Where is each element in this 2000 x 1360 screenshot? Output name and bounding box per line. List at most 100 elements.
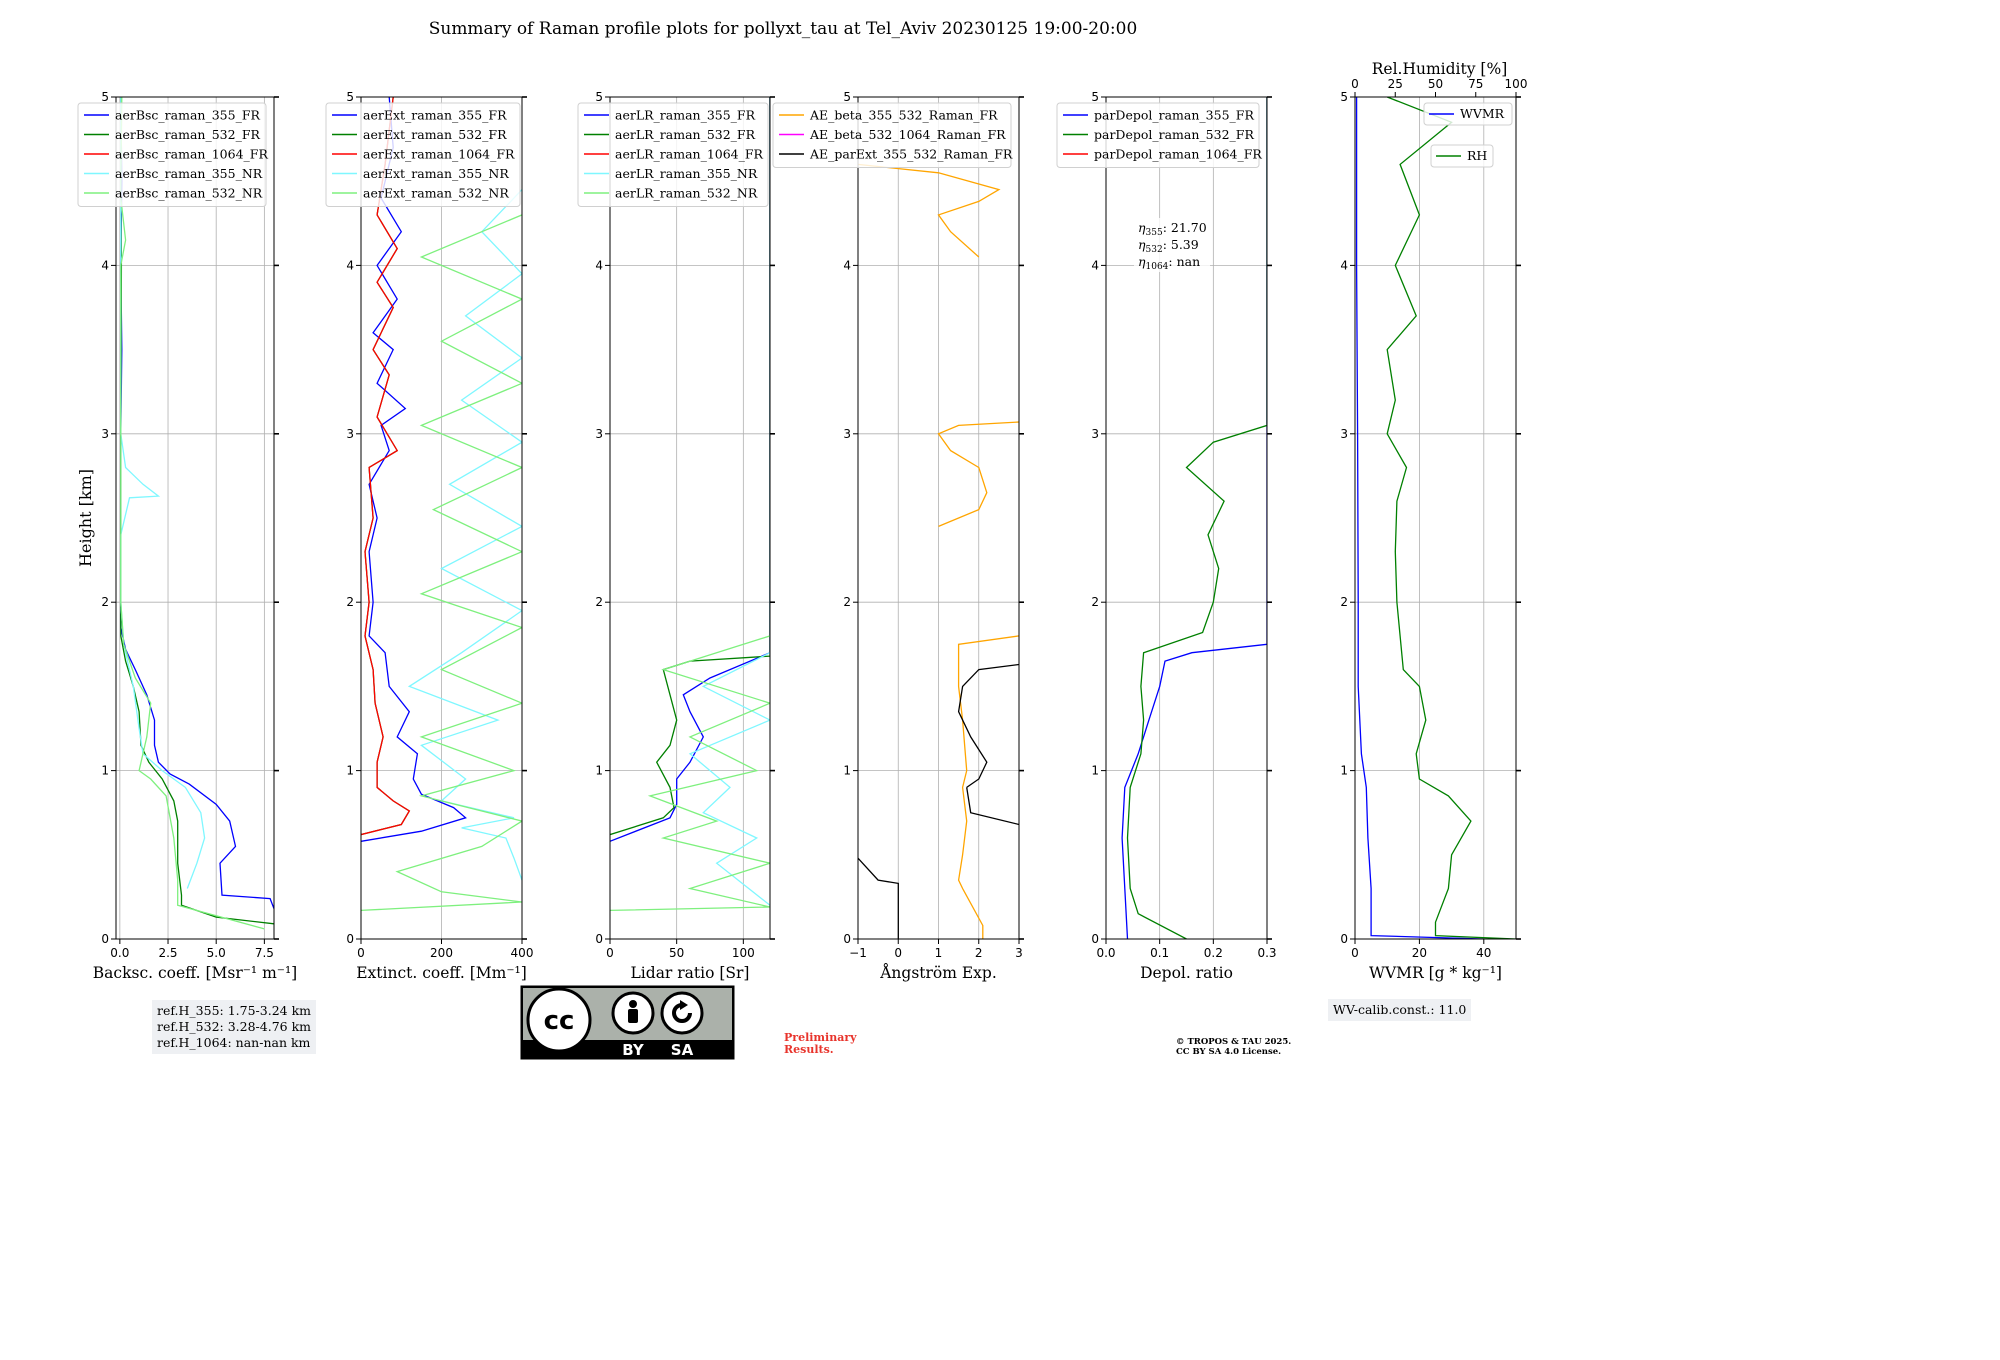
- ref-h-532: ref.H_532: 3.28-4.76 km: [157, 1019, 312, 1034]
- legend-label-aerlr-raman-532-nr: aerLR_raman_532_NR: [615, 186, 758, 201]
- y-tick-label: 0: [101, 932, 109, 946]
- y-tick-label: 4: [843, 258, 851, 272]
- y-tick-label: 3: [1340, 427, 1348, 441]
- x-axis-label-angstrom: Ångström Exp.: [879, 964, 997, 982]
- series-aerbsc-raman-355-nr: [120, 97, 206, 889]
- x-tick-label: 0: [894, 946, 902, 960]
- y-tick-label: 3: [843, 427, 851, 441]
- figure-canvas: Summary of Raman profile plots for polly…: [76, 19, 1528, 982]
- series-ae-beta-355-532-raman-fr: [957, 635, 1019, 939]
- x-tick-label: 2.5: [158, 946, 177, 960]
- x-axis-label-depolarization: Depol. ratio: [1140, 964, 1233, 982]
- y-tick-label: 2: [595, 595, 603, 609]
- x-tick-label: 50: [669, 946, 684, 960]
- y-tick-label: 1: [843, 764, 851, 778]
- top-tick-label: 50: [1428, 77, 1443, 91]
- top-tick-label: 100: [1505, 77, 1528, 91]
- series-pardepol-raman-355-fr: [1121, 97, 1267, 939]
- y-tick-label: 5: [101, 90, 109, 104]
- reference-height-note: ref.H_355: 1.75-3.24 km ref.H_532: 3.28-…: [152, 1000, 317, 1054]
- y-tick-label: 0: [843, 932, 851, 946]
- eta-annotation-box: [1134, 218, 1210, 272]
- legend-label-aerlr-raman-355-fr: aerLR_raman_355_FR: [615, 108, 756, 123]
- axes-frame-depolarization: [1105, 96, 1268, 940]
- y-tick-label: 1: [101, 764, 109, 778]
- series-aerext-raman-532-nr: [361, 214, 522, 912]
- y-tick-label: 1: [595, 764, 603, 778]
- eta-annotation-532: η532: 5.39: [1138, 237, 1199, 255]
- copyright-notice: © TROPOS & TAU 2025. CC BY SA 4.0 Licens…: [1176, 1037, 1291, 1057]
- legend-label-aerbsc-raman-355-nr: aerBsc_raman_355_NR: [115, 166, 263, 181]
- x-tick-label: 20: [1412, 946, 1427, 960]
- y-tick-label: 0: [1340, 932, 1348, 946]
- y-tick-label: 5: [1340, 90, 1348, 104]
- figure-title: Summary of Raman profile plots for polly…: [429, 19, 1138, 39]
- legend-label-aerbsc-raman-355-fr: aerBsc_raman_355_FR: [115, 108, 260, 123]
- legend-label-aerbsc-raman-532-nr: aerBsc_raman_532_NR: [115, 186, 263, 201]
- legend-label-aerbsc-raman-1064-fr: aerBsc_raman_1064_FR: [115, 147, 268, 162]
- panel-depolarization: 0 1 2 3 4 5 0.0 0.1 0.2 0.3 Depol. ratio parDepol_r…: [1056, 90, 1277, 982]
- x-tick-label: 0: [1351, 946, 1359, 960]
- top-tick-label: 75: [1468, 77, 1483, 91]
- legend-label-aerext-raman-355-nr: aerExt_raman_355_NR: [363, 166, 509, 181]
- series-wvmr: [1355, 97, 1484, 939]
- x-tick-label: 200: [430, 946, 453, 960]
- y-tick-label: 4: [595, 258, 603, 272]
- legend-label-aerext-raman-1064-fr: aerExt_raman_1064_FR: [363, 147, 515, 162]
- x-tick-label: −1: [849, 946, 867, 960]
- preliminary-line-2: Results.: [784, 1043, 834, 1056]
- x-axis-label-backscatter: Backsc. coeff. [Msr⁻¹ m⁻¹]: [93, 964, 297, 982]
- wv-calibration-note: WV-calib.const.: 11.0: [1328, 999, 1472, 1021]
- legend-label-pardepol-raman-355-fr: parDepol_raman_355_FR: [1094, 108, 1254, 123]
- y-tick-label: 4: [1340, 258, 1348, 272]
- legend-label-ae-parext-355-532-raman-fr: AE_parExt_355_532_Raman_FR: [809, 147, 1013, 162]
- top-axis-label: Rel.Humidity [%]: [1372, 60, 1508, 78]
- legend-backscatter: [77, 102, 267, 207]
- y-tick-label: 4: [101, 258, 109, 272]
- panels-group: 0 1 2 3 4 5 0.0 2.5 5.0 7.5 Backsc. coeff. [Msr⁻¹ …: [77, 60, 1528, 982]
- y-tick-label: 2: [101, 595, 109, 609]
- legend-label-pardepol-raman-532-fr: parDepol_raman_532_FR: [1094, 127, 1254, 142]
- series-aerext-raman-1064-fr: [361, 97, 411, 836]
- x-tick-label: 40: [1476, 946, 1491, 960]
- x-tick-label: 0: [606, 946, 614, 960]
- legend-lidar_ratio: [577, 102, 769, 207]
- legend-label-wvmr: WVMR: [1460, 106, 1505, 121]
- sa-arrow-icon: [672, 1003, 692, 1023]
- eta-annotation-355: η355: 21.70: [1138, 220, 1207, 238]
- legend-label-ae-beta-355-532-raman-fr: AE_beta_355_532_Raman_FR: [809, 108, 998, 123]
- legend-box-rh: [1430, 144, 1494, 168]
- x-tick-label: 3: [1015, 946, 1023, 960]
- legend-label-pardepol-raman-1064-fr: parDepol_raman_1064_FR: [1094, 147, 1262, 162]
- y-tick-label: 2: [346, 595, 354, 609]
- cc-sa-label: SA: [671, 1041, 694, 1059]
- series-aerbsc-raman-355-fr: [120, 97, 274, 909]
- cc-by-label: BY: [622, 1041, 645, 1059]
- y-tick-label: 1: [346, 764, 354, 778]
- y-tick-label: 2: [1091, 595, 1099, 609]
- series-ae-parext-segment-0: [966, 787, 1019, 826]
- y-tick-label: 0: [346, 932, 354, 946]
- legend-label-rh: RH: [1467, 148, 1487, 163]
- x-tick-label: 0.2: [1204, 946, 1223, 960]
- legend-label-aerlr-raman-532-fr: aerLR_raman_532_FR: [615, 127, 756, 142]
- y-tick-label: 4: [1091, 258, 1099, 272]
- series-aerext-raman-355-nr: [407, 189, 522, 881]
- y-tick-label: 3: [595, 427, 603, 441]
- x-tick-label: 400: [511, 946, 534, 960]
- series-aerbsc-raman-532-fr: [120, 97, 274, 925]
- axes-frame-backscatter: [115, 96, 275, 940]
- legend-label-aerlr-raman-1064-fr: aerLR_raman_1064_FR: [615, 147, 764, 162]
- x-tick-label: 0: [357, 946, 365, 960]
- x-axis-label-wvmr: WVMR [g * kg⁻¹]: [1369, 964, 1502, 982]
- y-tick-label: 1: [1091, 764, 1099, 778]
- axes-frame-wvmr: [1354, 96, 1517, 940]
- series-aerbsc-raman-532-nr: [120, 97, 265, 930]
- y-axis-label: Height [km]: [76, 469, 95, 567]
- series-ae-parext-segment-1: [957, 663, 1019, 788]
- series-pardepol-raman-532-fr: [1126, 97, 1267, 939]
- x-tick-label: 0.3: [1257, 946, 1276, 960]
- x-axis-label-extinction: Extinct. coeff. [Mm⁻¹]: [356, 964, 527, 982]
